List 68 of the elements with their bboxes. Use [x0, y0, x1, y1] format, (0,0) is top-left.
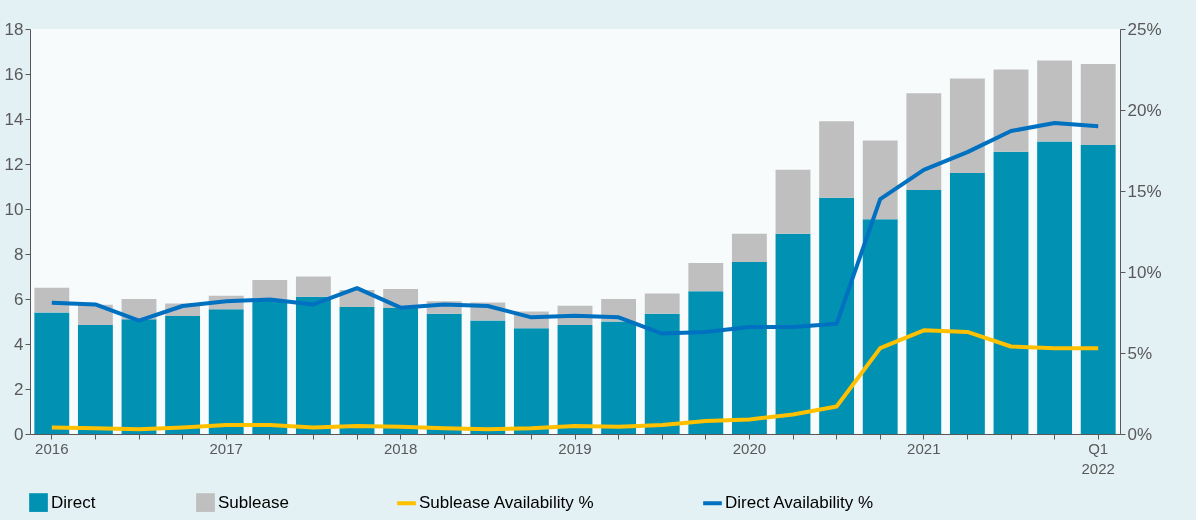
- bar: [644, 293, 680, 314]
- bar: [819, 121, 855, 198]
- bar: [775, 169, 811, 234]
- legend-label: Direct Availability %: [725, 493, 874, 513]
- bar: [906, 189, 942, 434]
- y-tick-label: 14: [4, 109, 24, 129]
- legend-label: Direct: [51, 492, 96, 512]
- y-tick-label: 2: [14, 379, 24, 399]
- bar: [1080, 63, 1116, 145]
- bar: [906, 93, 942, 190]
- bar: [121, 319, 157, 434]
- bar: [1037, 141, 1073, 434]
- bar: [775, 233, 811, 434]
- bar: [601, 321, 637, 434]
- bar: [862, 219, 898, 434]
- bar: [339, 306, 375, 434]
- bar: [819, 197, 855, 434]
- bar: [252, 279, 288, 301]
- y-tick-label: 4: [14, 334, 24, 354]
- x-tick-label: 2016: [35, 439, 69, 457]
- bar: [34, 312, 70, 434]
- legend-label: Sublease: [218, 492, 289, 512]
- x-tick-label: Q1 2022: [1081, 439, 1115, 477]
- y-tick-label: 18: [4, 19, 24, 39]
- y-tick-label: 16: [4, 64, 24, 84]
- legend-label: Sublease Availability %: [419, 493, 594, 513]
- bar: [949, 78, 985, 173]
- x-tick-label: 2020: [732, 439, 767, 457]
- x-tick-label: 2017: [209, 439, 243, 457]
- bar: [208, 309, 244, 434]
- y-tick-label: 6: [14, 289, 24, 309]
- bar: [731, 233, 767, 262]
- y-tick-label: 12: [4, 154, 24, 174]
- y-tick-label: 8: [14, 244, 24, 264]
- bar: [949, 173, 985, 434]
- x-tick-label: 2019: [558, 439, 592, 457]
- bar: [557, 324, 593, 434]
- bar: [252, 300, 288, 434]
- line-series: [49, 120, 1101, 336]
- bar: [470, 320, 506, 434]
- y-tick-label: 10: [4, 199, 24, 219]
- bar: [688, 263, 724, 292]
- y-tick-label: 0: [14, 424, 24, 444]
- bar: [513, 328, 549, 434]
- y2-tick-label: 25%: [1127, 19, 1162, 39]
- bar: [993, 151, 1029, 434]
- bar: [862, 140, 898, 220]
- bar: [731, 261, 767, 434]
- bar: [644, 313, 680, 434]
- y2-tick-label: 5%: [1127, 343, 1153, 363]
- bar: [383, 308, 419, 434]
- bar: [295, 276, 331, 297]
- y2-tick-label: 0%: [1127, 424, 1153, 444]
- bar: [295, 296, 331, 434]
- y2-tick-label: 20%: [1127, 100, 1162, 120]
- x-tick-label: 2018: [383, 439, 418, 457]
- bar: [993, 69, 1029, 152]
- bar: [426, 313, 462, 434]
- bar: [688, 291, 724, 434]
- bar: [1080, 144, 1116, 434]
- x-tick-label: 2021: [907, 439, 941, 457]
- bar: [77, 324, 113, 434]
- y2-tick-label: 15%: [1127, 181, 1162, 201]
- bar: [34, 287, 70, 313]
- bar: [165, 315, 201, 434]
- line-series: [49, 328, 1101, 432]
- y2-tick-label: 10%: [1127, 262, 1162, 282]
- bar: [1037, 60, 1073, 142]
